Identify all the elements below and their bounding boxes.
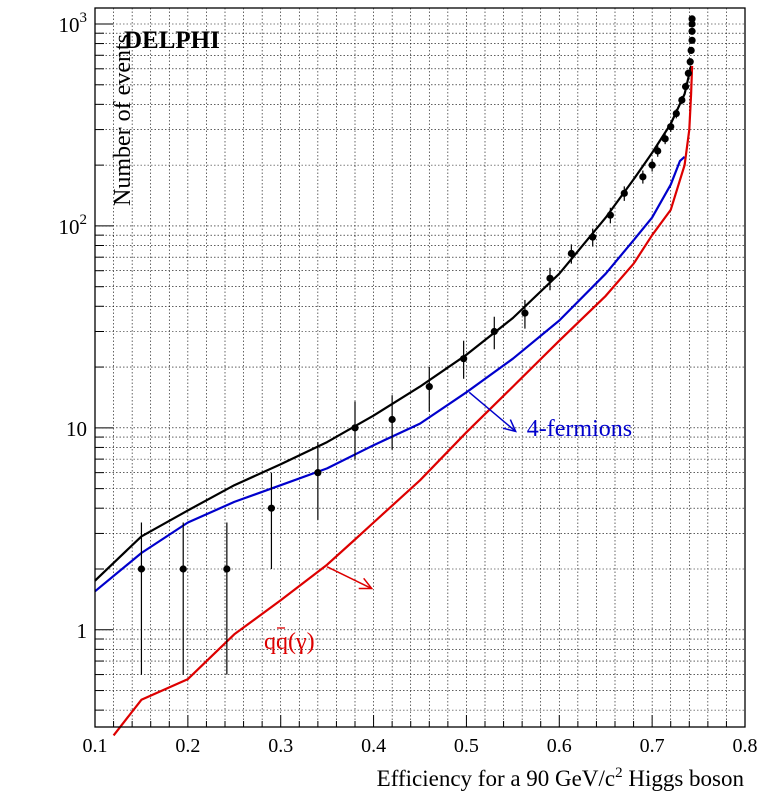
x-tick-label: 0.3: [268, 735, 293, 757]
y-tick-label: 102: [59, 212, 88, 239]
data-point: [688, 36, 696, 44]
data-point: [688, 20, 696, 28]
y-tick-label: 103: [59, 10, 88, 37]
x-tick-label: 0.7: [640, 735, 665, 757]
data-point: [425, 383, 433, 391]
qq-label-arrowhead: [358, 577, 374, 590]
x-tick-label: 0.4: [361, 735, 386, 757]
data-point: [546, 274, 554, 282]
qq-label-arrow: [326, 566, 373, 590]
y-tick-label: 10: [66, 417, 87, 441]
qq-label: qq(γ): [264, 629, 315, 655]
data-point: [267, 504, 276, 512]
data-point: [388, 415, 396, 424]
plot-frame: [94, 7, 746, 728]
series-line-4-fermions: [94, 155, 686, 593]
x-axis-label: Efficiency for a 90 GeV/c2 Higgs boson: [377, 765, 745, 791]
series-line-qq-: [112, 65, 694, 737]
data-point: [620, 189, 628, 197]
data-point: [687, 46, 695, 54]
data-point: [314, 469, 322, 477]
annotations: 4-fermions qq(γ): [264, 391, 632, 655]
x-tick-label: 0.6: [547, 735, 572, 757]
y-tick-exponent: 2: [80, 212, 88, 228]
data-point: [654, 147, 662, 155]
y-tick-exponent: 3: [80, 10, 88, 26]
data-point: [137, 565, 146, 573]
fermions-label: 4-fermions: [527, 416, 632, 442]
data-point: [460, 355, 468, 363]
data-point: [639, 173, 647, 181]
fermions-label-arrow: [468, 391, 517, 432]
y-tick-base: 10: [66, 417, 87, 441]
data-point: [684, 69, 692, 77]
data-point: [351, 424, 359, 432]
data-point: [223, 565, 231, 573]
x-axis-label-main: Efficiency for a 90 GeV/c: [377, 766, 615, 791]
data-point: [688, 27, 696, 35]
plot-border: [94, 7, 746, 728]
grid: [95, 8, 745, 727]
fermions-label-arrowhead: [502, 419, 517, 433]
data-point: [490, 327, 498, 336]
x-tick-label: 0.8: [733, 735, 758, 757]
data-point: [678, 96, 686, 104]
y-tick-base: 1: [77, 619, 88, 643]
data-point: [686, 58, 694, 66]
y-tick-base: 10: [59, 215, 80, 239]
y-tick-base: 10: [59, 13, 80, 37]
x-tick-label: 0.5: [454, 735, 479, 757]
data-point: [667, 123, 675, 131]
x-axis-label-rest: Higgs boson: [623, 766, 745, 791]
data-point: [567, 249, 575, 258]
y-tick-label: 1: [77, 619, 88, 643]
x-tick-label: 0.1: [83, 735, 108, 757]
data-point: [521, 309, 529, 317]
data-point: [648, 161, 656, 169]
series-line-total: [94, 65, 693, 582]
y-axis-label: Number of events: [110, 34, 136, 206]
data-point: [606, 211, 614, 219]
data-point: [589, 233, 597, 241]
data-point: [661, 135, 669, 143]
data-point: [179, 565, 187, 573]
data-point: [688, 15, 696, 23]
data-points: [137, 15, 696, 675]
x-tick-label: 0.2: [175, 735, 200, 757]
chart-title: DELPHI: [124, 27, 220, 54]
data-point: [681, 82, 690, 91]
x-axis-label-sup: 2: [615, 765, 623, 781]
curves: [94, 65, 694, 737]
data-point: [672, 109, 680, 118]
